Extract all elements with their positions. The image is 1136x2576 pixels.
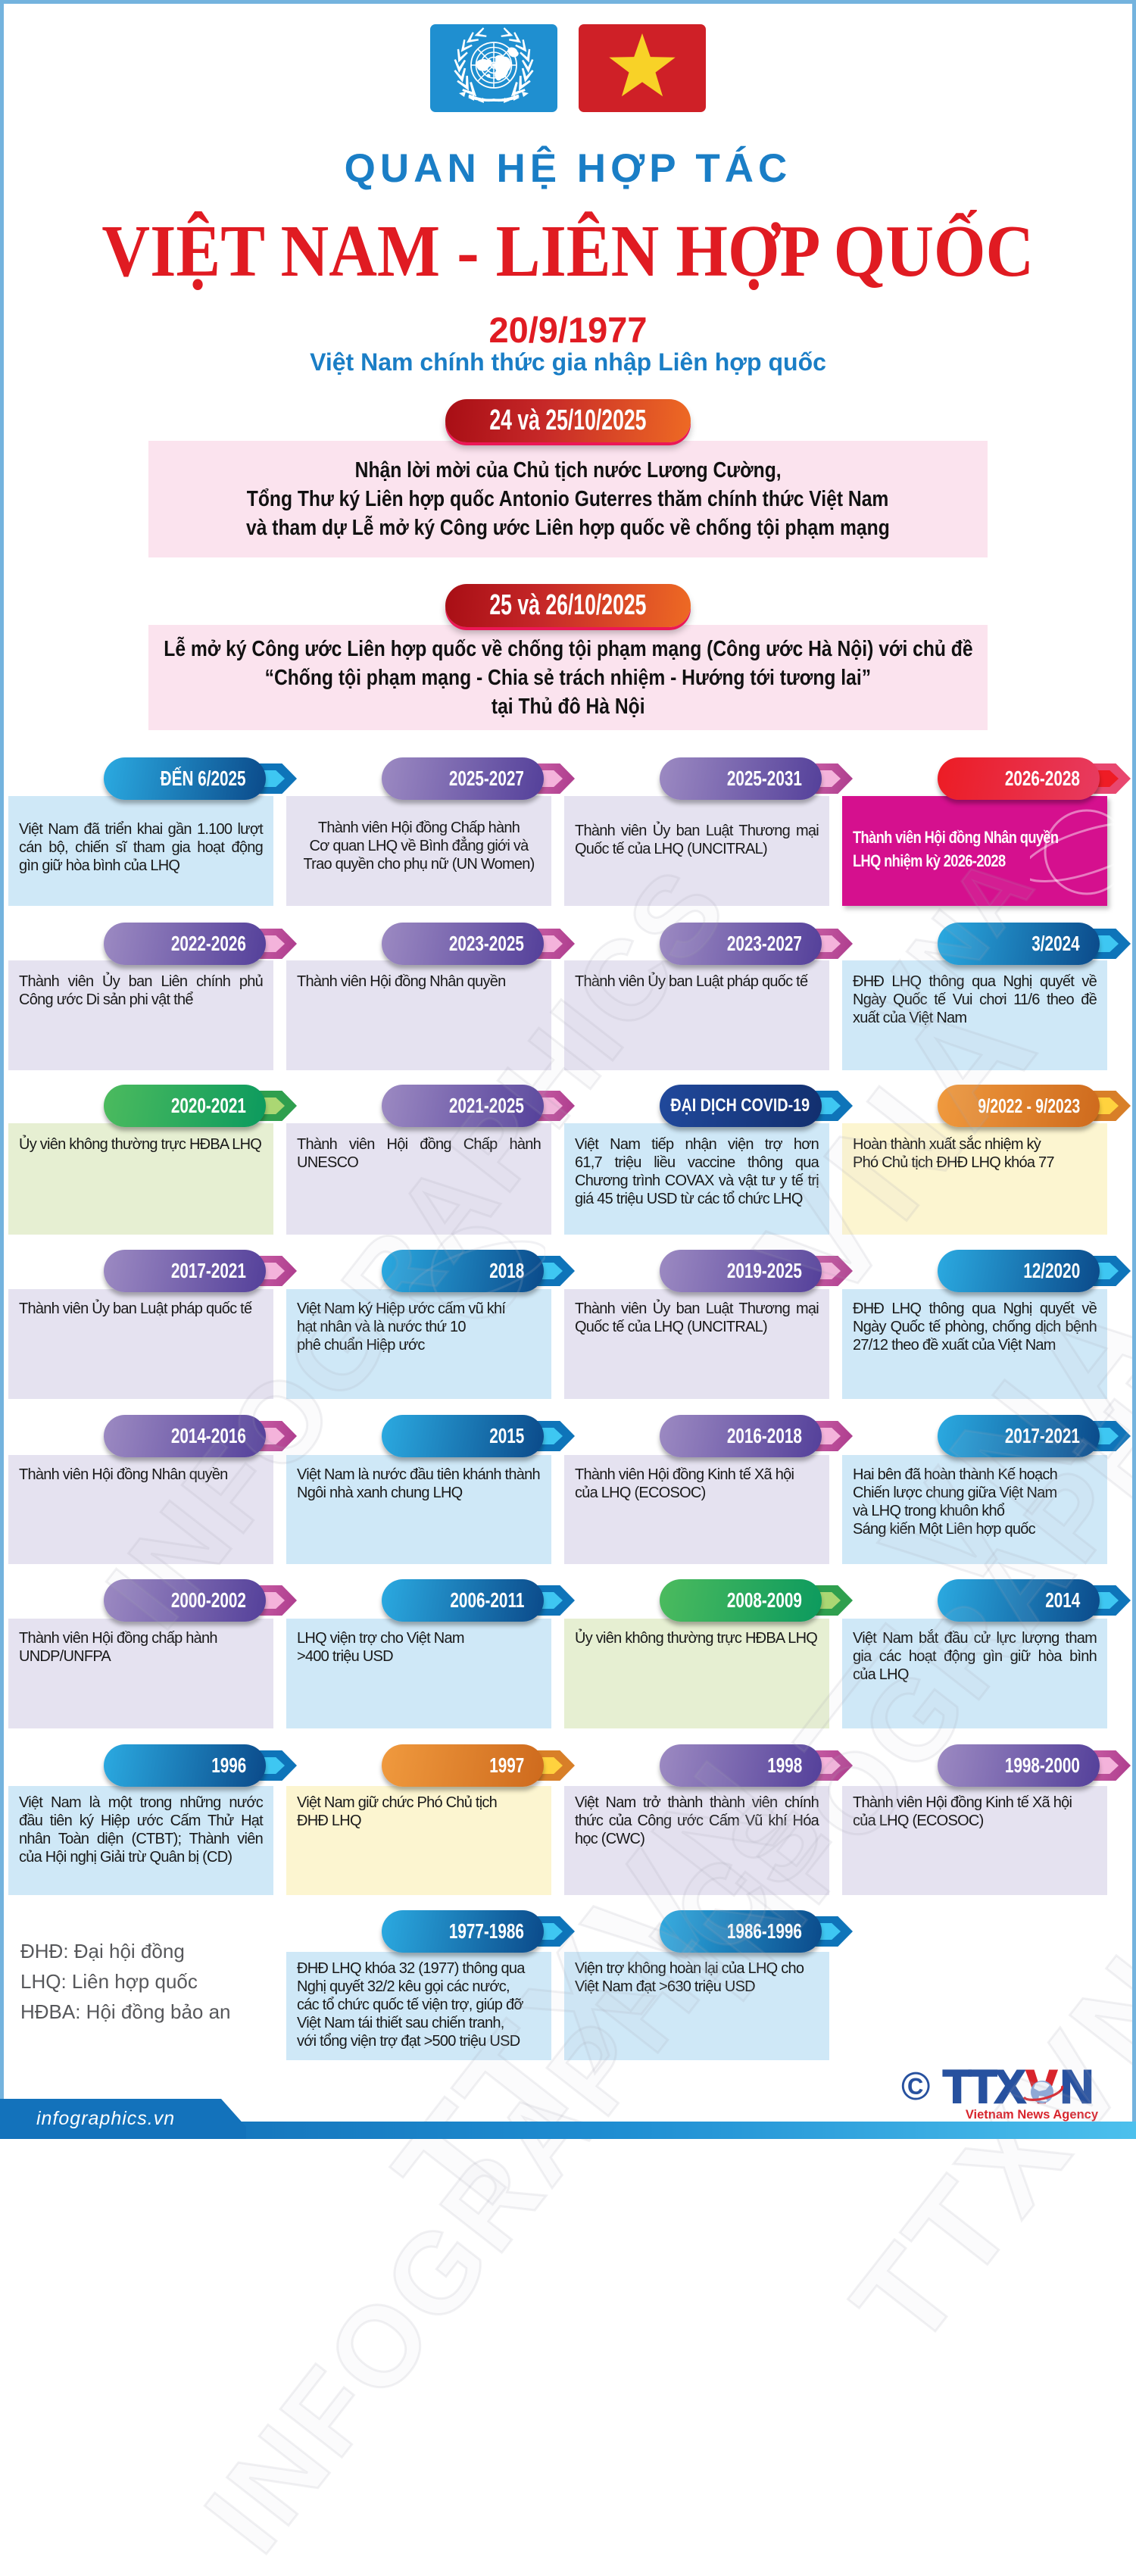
svg-text:©: © (901, 2065, 930, 2109)
svg-text:TTX: TTX (943, 2061, 1026, 2112)
svg-text:N: N (1060, 2061, 1091, 2112)
svg-text:Vietnam News Agency: Vietnam News Agency (966, 2108, 1099, 2122)
